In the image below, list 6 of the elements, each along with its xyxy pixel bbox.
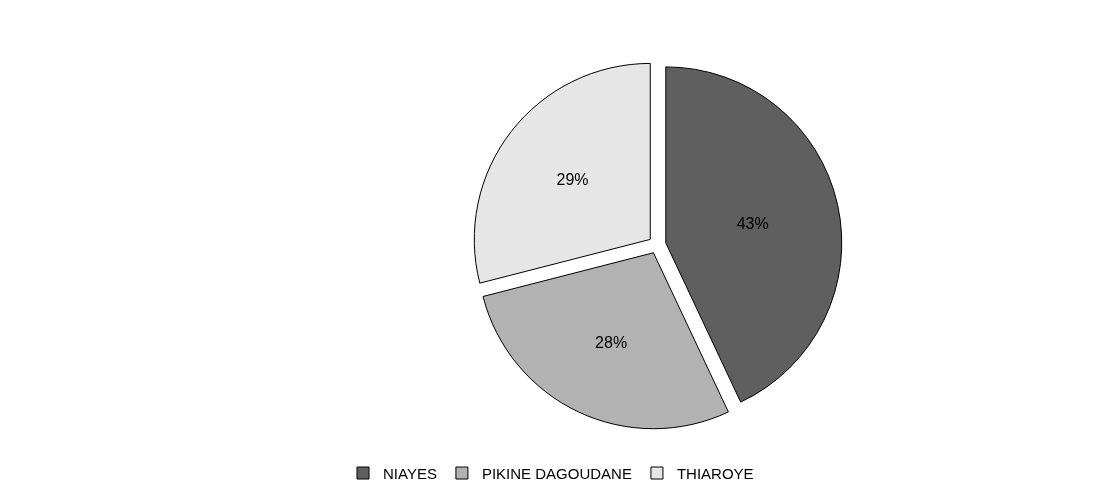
data-label: 29% [556,170,589,188]
legend-label: THIAROYE [676,464,754,482]
data-label: 43% [736,214,769,232]
data-label: 28% [595,334,628,352]
legend-label: NIAYES [383,464,437,482]
legend-label: PIKINE DAGOUDANE [481,464,632,482]
